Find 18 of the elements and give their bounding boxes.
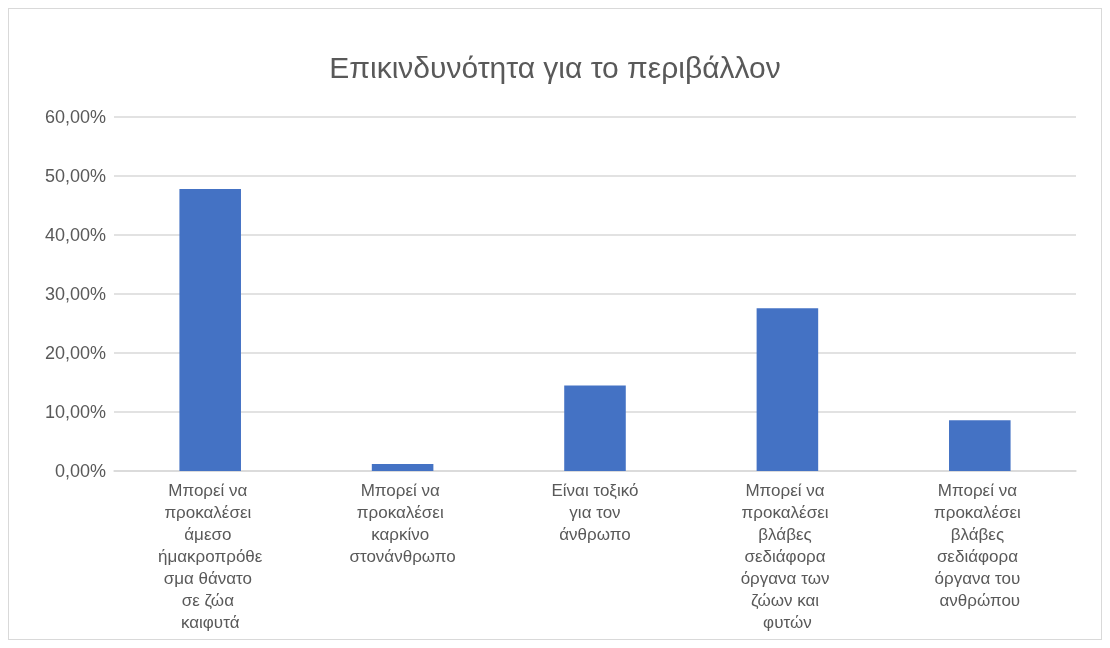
bar [564,385,626,471]
chart-title: Επικινδυνότητα για το περιβάλλον [329,50,781,84]
bar [371,463,434,471]
bar [949,420,1011,471]
y-tick-label: 60,00% [44,107,106,127]
x-tick-label: Μπορεί να προκαλέσει βλάβες σεδιάφορα όργανα του ανθρώπου [933,480,1026,610]
y-tick-label: 10,00% [44,402,106,422]
x-tick-label: Μπορεί να προκαλέσει άμεσο ήμακροπρόθεσμα θάνατο σε ζώα καιφυτά [158,480,263,632]
x-tick-label: Μπορεί να προκαλέσει βλάβες σεδιάφορα όργανα των ζώων και φυτών [740,480,835,632]
bar [179,188,241,471]
y-tick-label: 40,00% [44,225,106,245]
y-tick-label: 50,00% [44,166,106,186]
y-tick-label: 30,00% [44,284,106,304]
x-tick-label: Μπορεί να προκαλέσει καρκίνο στονάνθρωπο [349,480,456,566]
bar [756,308,819,471]
y-tick-label: 0,00% [54,461,106,481]
x-tick-label: Είναι τοξικό για τον άνθρωπο [551,480,639,544]
y-tick-label: 20,00% [44,343,106,363]
